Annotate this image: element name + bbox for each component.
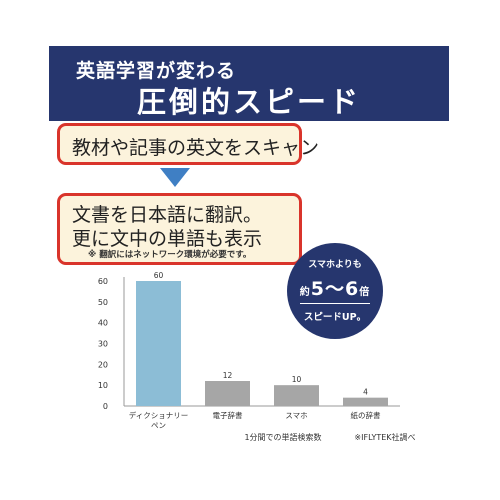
x-tick-label: スマホ (285, 411, 307, 420)
y-tick-label: 0 (103, 402, 108, 411)
translate-callout-line2: 更に文中の単語も表示 (72, 228, 263, 250)
network-note: ※ 翻訳にはネットワーク環境が必要です。 (88, 250, 252, 260)
translate-callout: 文書を日本語に翻訳。 更に文中の単語も表示 ※ 翻訳にはネットワーク環境が必要で… (57, 193, 302, 265)
y-tick-label: 10 (98, 381, 108, 390)
bar (274, 385, 319, 406)
translate-callout-line1: 文書を日本語に翻訳。 (72, 204, 263, 226)
badge-value-line: 約5〜6倍 (287, 274, 383, 301)
banner-subtitle: 英語学習が変わる (76, 60, 237, 82)
bar-value-label: 4 (363, 388, 368, 397)
bar-value-label: 12 (223, 371, 233, 380)
y-tick-label: 20 (98, 360, 108, 369)
banner-title: 圧倒的スピード (136, 85, 361, 119)
x-tick-label: ペン (151, 421, 166, 430)
x-tick-label: 電子辞書 (213, 410, 243, 420)
scan-callout: 教材や記事の英文をスキャン (57, 123, 319, 165)
bar (136, 281, 181, 406)
header-banner: 英語学習が変わる 圧倒的スピード (49, 46, 449, 121)
scan-callout-text: 教材や記事の英文をスキャン (72, 137, 320, 159)
y-tick-label: 40 (98, 319, 108, 328)
speed-badge: スマホよりも 約5〜6倍 スピードUP。 (287, 243, 383, 339)
source-note: ※IFLYTEK社調べ (354, 432, 415, 442)
down-arrow-icon (160, 168, 190, 187)
y-tick-label: 50 (98, 298, 108, 307)
x-tick-label: 紙の辞書 (351, 410, 381, 420)
bar-value-label: 60 (154, 271, 164, 280)
badge-suffix: 倍 (359, 287, 371, 298)
y-tick-label: 60 (98, 277, 108, 286)
bar (343, 397, 388, 406)
y-tick-label: 30 (98, 340, 108, 349)
badge-prefix: 約 (299, 287, 311, 298)
bar (205, 381, 250, 406)
badge-value: 5〜6 (310, 278, 360, 300)
badge-divider (300, 303, 370, 304)
badge-line3: スピードUP。 (303, 312, 367, 323)
x-axis-label: 1分間での単語検索数 (244, 432, 321, 442)
badge-line1: スマホよりも (308, 260, 362, 270)
x-tick-label: ディクショナリー (129, 410, 188, 420)
bar-value-label: 10 (292, 375, 302, 384)
